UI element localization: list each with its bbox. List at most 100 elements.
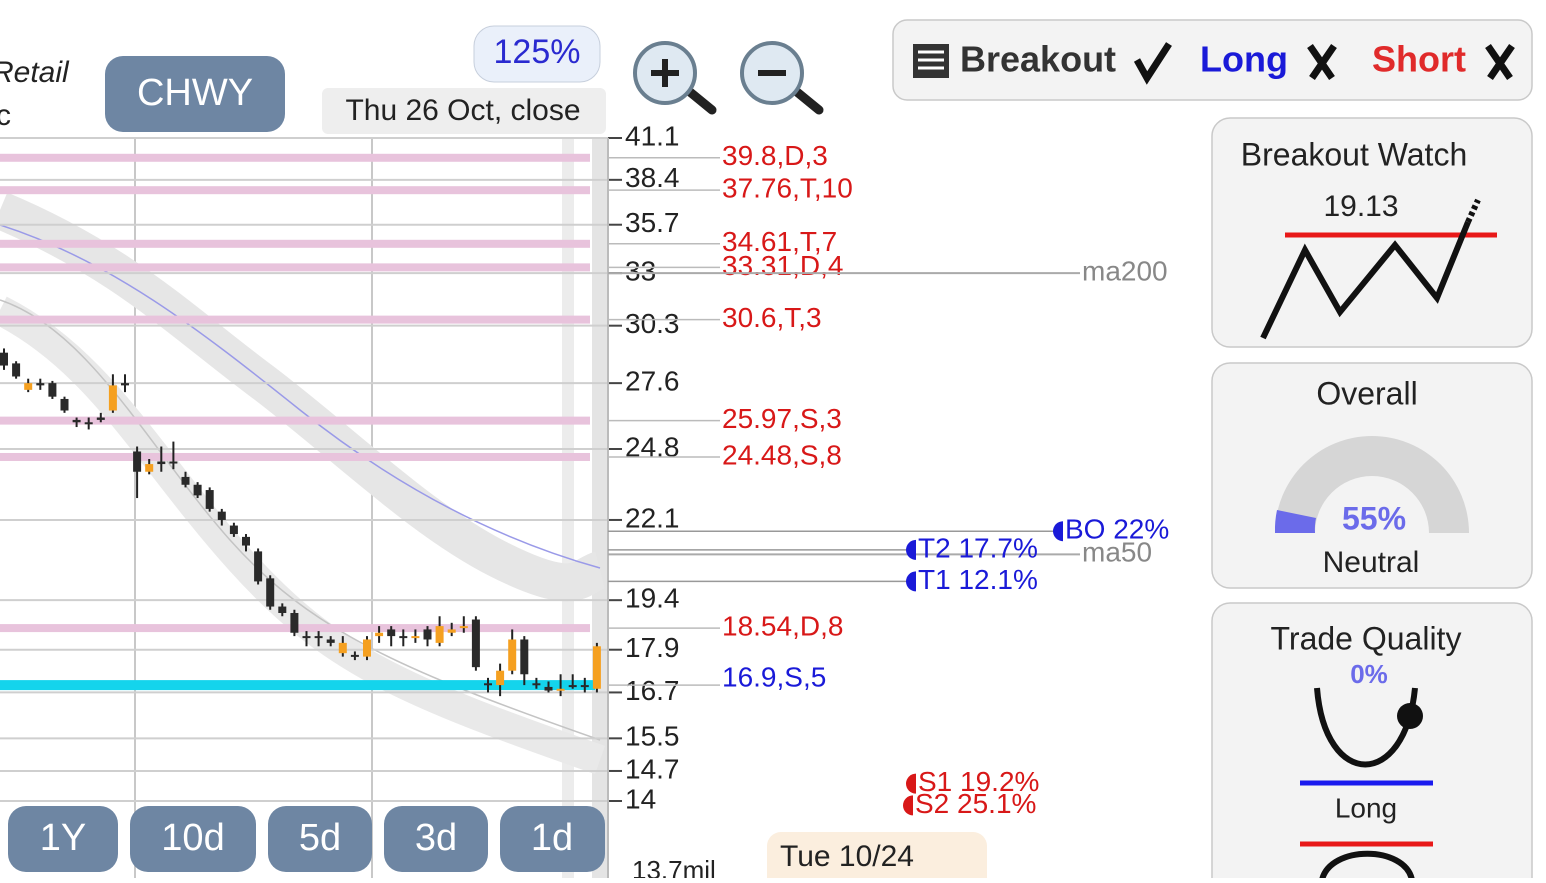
breakout-signal: Breakout xyxy=(960,39,1116,80)
candle-body xyxy=(568,685,577,688)
candle-body xyxy=(423,629,432,640)
candle-body xyxy=(363,639,371,657)
timeframe: 3d xyxy=(415,817,457,859)
ma-label: ma200 xyxy=(1082,256,1168,287)
level-label: 30.6,T,3 xyxy=(722,302,822,333)
ma-band xyxy=(0,192,607,602)
level-label: 24.48,S,8 xyxy=(722,439,842,470)
y-tick-label: 15.5 xyxy=(625,721,680,752)
short-signal: Short xyxy=(1372,39,1466,80)
candle-body xyxy=(266,578,275,607)
level-label: 37.76,T,10 xyxy=(722,173,853,204)
sector-cut: c xyxy=(0,99,11,132)
y-tick-label: 16.7 xyxy=(625,675,680,706)
candle-body xyxy=(145,464,154,472)
y-tick-label: 14 xyxy=(625,783,656,814)
gauge-fill xyxy=(1274,510,1316,533)
target-marker xyxy=(903,795,913,816)
tooltip-text: Tue 10/24 xyxy=(780,840,914,873)
y-tick-label: 41.1 xyxy=(625,120,680,151)
timeframe-button[interactable] xyxy=(500,806,605,872)
candle-body xyxy=(169,461,178,464)
cross-icon xyxy=(1307,44,1337,80)
candle-body xyxy=(399,636,408,639)
date: Thu 26 Oct, close xyxy=(345,94,580,127)
candle-body xyxy=(133,451,142,472)
candle-body xyxy=(121,383,129,386)
zoom-in-button[interactable] xyxy=(633,41,717,115)
candle-body xyxy=(217,511,226,520)
candle-body xyxy=(556,688,565,691)
overall-score: 55% xyxy=(1342,500,1406,536)
timeframe-button[interactable] xyxy=(384,806,488,872)
long-signal: Long xyxy=(1200,39,1288,80)
timeframe: 1Y xyxy=(40,817,86,859)
candle-body xyxy=(459,626,468,629)
resistance-band xyxy=(0,186,590,195)
candle-body xyxy=(24,383,33,390)
target-label: T2 17.7% xyxy=(918,532,1038,563)
overall-rating: Neutral xyxy=(1323,546,1420,579)
ticker-button[interactable] xyxy=(105,56,285,132)
candle-body xyxy=(108,385,117,411)
candle-body xyxy=(484,683,492,686)
timeframe: 5d xyxy=(299,817,341,859)
timeframe: 1d xyxy=(531,817,573,859)
candle-body xyxy=(532,683,541,686)
candle-body xyxy=(48,383,57,397)
resistance-band xyxy=(0,452,590,461)
trade-quality-panel[interactable] xyxy=(1211,602,1533,883)
quality-icon xyxy=(1397,703,1423,729)
target-marker xyxy=(906,571,916,592)
candle-body xyxy=(72,419,81,423)
resistance-band xyxy=(0,263,590,272)
candle-body xyxy=(387,629,396,637)
candle-body xyxy=(229,525,238,535)
trade-direction: Long xyxy=(1335,792,1397,823)
ma-band xyxy=(0,296,605,775)
panel-title: Overall xyxy=(1316,375,1417,411)
candle-body xyxy=(0,352,8,366)
timeframe-button[interactable] xyxy=(130,806,256,872)
check-icon xyxy=(1133,42,1172,85)
candle-body xyxy=(12,363,21,377)
support-label: 16.9,S,5 xyxy=(722,661,826,692)
trade-quality-score: 0% xyxy=(1350,659,1388,689)
target-label: S1 19.2% xyxy=(918,766,1039,797)
candle-body xyxy=(36,383,45,386)
gauge xyxy=(1275,436,1469,533)
cross-icon xyxy=(1485,44,1515,80)
candle-body xyxy=(447,629,456,633)
candle-body xyxy=(278,606,287,613)
candle-body xyxy=(496,670,505,686)
zoom-level-button[interactable] xyxy=(473,25,601,83)
timeframe-button[interactable] xyxy=(268,806,372,872)
candle-body xyxy=(471,619,480,668)
timeframe: 10d xyxy=(161,817,224,859)
quality-icon xyxy=(1319,850,1415,882)
panel-title: Breakout Watch xyxy=(1241,136,1467,172)
level-label: 39.8,D,3 xyxy=(722,140,828,171)
candle-body xyxy=(350,654,359,657)
y-tick-label: 33 xyxy=(625,256,656,287)
y-tick-label: 27.6 xyxy=(625,366,680,397)
timeframe-button[interactable] xyxy=(8,806,118,872)
tooltip xyxy=(767,832,987,883)
candle-body xyxy=(544,686,553,691)
breakout-price: 19.13 xyxy=(1323,190,1398,223)
candle-body xyxy=(302,636,311,639)
candle-body xyxy=(520,639,529,675)
menu-icon[interactable] xyxy=(913,44,949,78)
resistance-band xyxy=(0,315,590,324)
level-label: 18.54,D,8 xyxy=(722,610,843,641)
pattern-icon xyxy=(1260,220,1471,340)
candle-body xyxy=(580,685,589,688)
level-label: 33.31,D,4 xyxy=(722,250,843,281)
zoom-out-button[interactable] xyxy=(740,41,824,115)
plot-background xyxy=(0,138,608,878)
candle-body xyxy=(290,612,299,633)
candle-body xyxy=(508,639,517,671)
volume-label: 13.7mil xyxy=(632,855,716,878)
y-tick-label: 19.4 xyxy=(625,583,680,614)
